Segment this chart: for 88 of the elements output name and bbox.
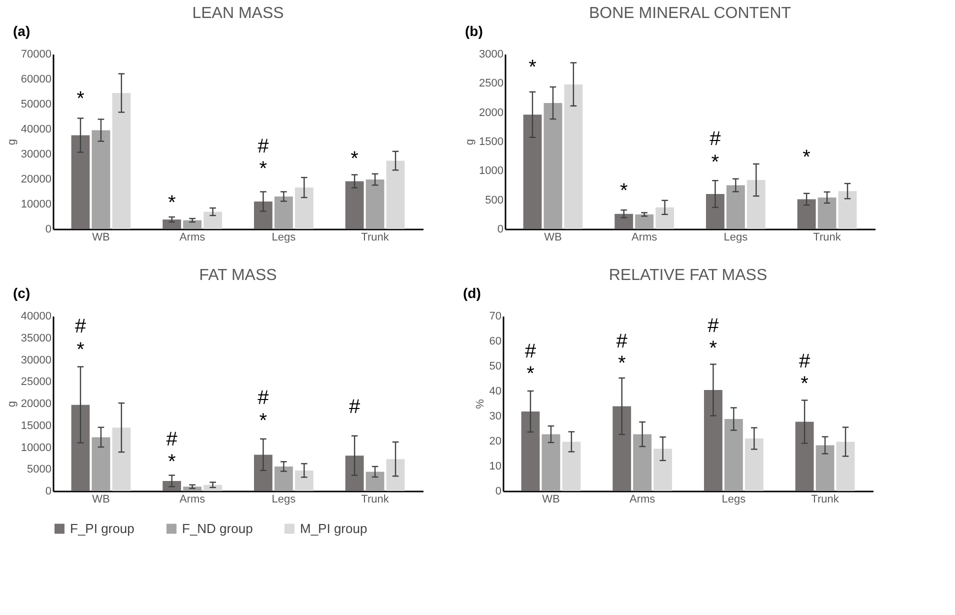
x-tick-label: Trunk — [361, 494, 390, 506]
x-tick-label: Arms — [179, 494, 206, 506]
y-tick-label: 10000 — [20, 198, 52, 210]
legend-label: M_PI group — [300, 520, 368, 536]
y-tick-label: 40000 — [20, 124, 52, 136]
x-tick-label: Legs — [724, 232, 748, 244]
y-tick-label: 50000 — [20, 98, 52, 110]
text: (b) — [465, 23, 483, 39]
annotation: * — [259, 410, 268, 432]
y-tick-label: 30000 — [20, 148, 52, 160]
annotation: * — [526, 362, 535, 385]
y-tick-label: 1500 — [479, 136, 504, 148]
chart-title: RELATIVE FAT MASS — [608, 267, 768, 284]
annotation: # — [708, 314, 720, 337]
y-tick-label: 70 — [489, 310, 502, 322]
x-tick-label: Trunk — [813, 232, 842, 244]
legend-label: F_PI group — [70, 520, 134, 536]
y-tick-label: 70000 — [20, 48, 52, 60]
x-tick-label: Arms — [179, 232, 206, 244]
y-tick-label: 2000 — [479, 106, 504, 119]
y-tick-label: 0 — [45, 224, 52, 236]
y-tick-label: 20000 — [20, 174, 52, 186]
y-tick-label: 1000 — [479, 165, 504, 178]
y-tick-label: 500 — [485, 194, 504, 206]
annotation: * — [76, 339, 85, 362]
x-tick-label: Legs — [722, 494, 746, 506]
y-tick-label: 0 — [495, 486, 502, 498]
chart-title: FAT MASS — [199, 267, 277, 284]
annotation: * — [802, 146, 811, 168]
y-tick-label: 10 — [489, 460, 502, 472]
annotation: * — [350, 148, 359, 170]
y-tick-label: 0 — [45, 486, 52, 498]
annotation: # — [349, 396, 361, 418]
y-tick-label: 2500 — [479, 78, 504, 90]
y-axis-title: % — [474, 398, 486, 409]
annotation: # — [710, 128, 722, 150]
y-tick-label: 35000 — [20, 332, 52, 344]
y-tick-label: 30 — [489, 410, 502, 422]
chart-title: LEAN MASS — [192, 5, 284, 22]
x-tick-label: WB — [92, 232, 110, 244]
y-tick-label: 30000 — [20, 354, 52, 366]
annotation: * — [76, 88, 85, 110]
x-tick-label: Arms — [629, 494, 656, 506]
x-tick-label: Legs — [272, 494, 296, 506]
y-tick-label: 50 — [489, 360, 502, 372]
y-tick-label: 0 — [497, 224, 504, 236]
y-tick-label: 60 — [489, 336, 502, 348]
x-tick-label: WB — [544, 232, 562, 244]
y-tick-label: 60000 — [20, 74, 52, 86]
annotation: * — [620, 180, 628, 202]
annotation: # — [74, 316, 87, 338]
legend-label: F_ND group — [182, 520, 253, 536]
y-tick-label: 5000 — [27, 464, 52, 476]
x-tick-label: Trunk — [811, 494, 840, 506]
annotation: * — [618, 352, 626, 374]
x-tick-label: WB — [542, 494, 560, 506]
y-tick-label: 20000 — [20, 398, 52, 410]
x-tick-label: Arms — [631, 232, 658, 244]
annotation: # — [616, 330, 628, 353]
text: (d) — [463, 285, 481, 301]
annotation: * — [168, 451, 176, 474]
y-axis-title: g — [6, 138, 18, 146]
x-tick-label: Trunk — [361, 232, 390, 244]
x-tick-label: Legs — [272, 232, 296, 244]
y-axis-title: g — [464, 138, 476, 146]
y-tick-label: 10000 — [20, 442, 52, 454]
y-tick-label: 40000 — [20, 310, 52, 322]
y-tick-label: 3000 — [479, 48, 504, 60]
text: (c) — [13, 285, 30, 301]
annotation: * — [259, 158, 268, 180]
y-tick-label: 15000 — [20, 420, 52, 432]
annotation: # — [166, 428, 178, 450]
annotation: # — [524, 340, 537, 363]
annotation: * — [168, 192, 176, 214]
annotation: # — [799, 350, 811, 372]
x-tick-label: WB — [92, 494, 110, 506]
annotation: # — [258, 386, 270, 409]
text: (a) — [13, 23, 30, 39]
annotation: * — [711, 152, 720, 174]
y-tick-label: 40 — [489, 386, 502, 398]
annotation: # — [258, 136, 270, 158]
chart-title: BONE MINERAL CONTENT — [588, 5, 792, 22]
annotation: * — [800, 373, 809, 396]
annotation: * — [709, 338, 718, 360]
annotation: * — [528, 56, 537, 78]
y-tick-label: 25000 — [20, 376, 52, 388]
y-axis-title: g — [6, 400, 18, 408]
y-tick-label: 20 — [489, 436, 502, 448]
